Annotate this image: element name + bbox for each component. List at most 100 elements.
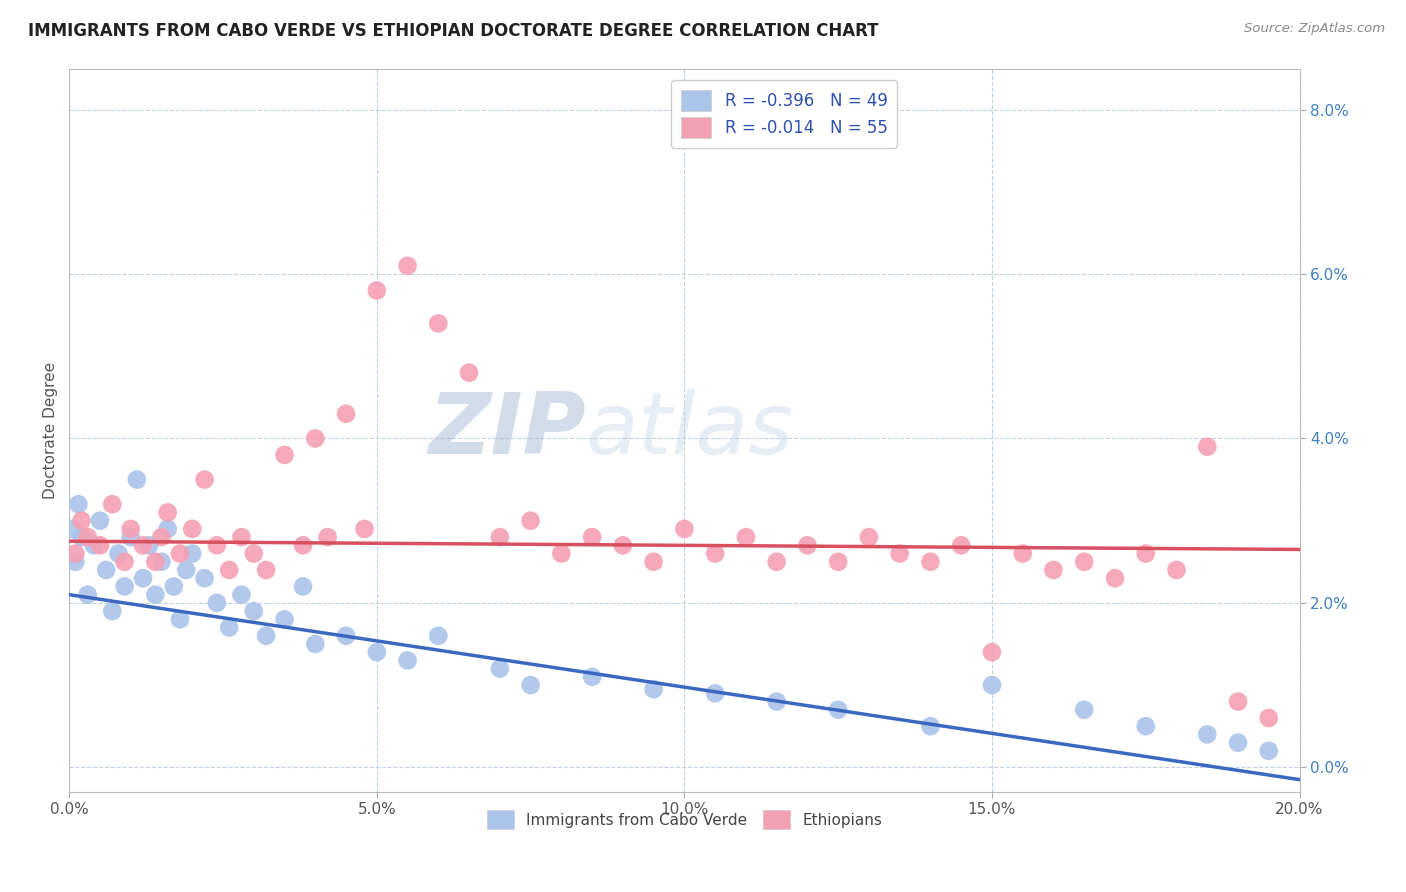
- Y-axis label: Doctorate Degree: Doctorate Degree: [44, 361, 58, 499]
- Point: [981, 678, 1004, 692]
- Point: [1042, 563, 1064, 577]
- Point: [76, 588, 98, 602]
- Point: [1227, 694, 1250, 708]
- Point: [827, 703, 849, 717]
- Point: [132, 538, 155, 552]
- Point: [114, 579, 136, 593]
- Point: [796, 538, 818, 552]
- Point: [70, 514, 93, 528]
- Point: [205, 538, 228, 552]
- Point: [304, 637, 326, 651]
- Point: [181, 547, 204, 561]
- Point: [163, 579, 186, 593]
- Point: [920, 719, 942, 733]
- Point: [70, 530, 93, 544]
- Point: [231, 530, 253, 544]
- Point: [396, 259, 419, 273]
- Point: [94, 563, 117, 577]
- Point: [396, 653, 419, 667]
- Point: [291, 579, 314, 593]
- Point: [335, 407, 357, 421]
- Point: [950, 538, 973, 552]
- Point: [231, 588, 253, 602]
- Text: ZIP: ZIP: [429, 389, 586, 472]
- Point: [67, 497, 90, 511]
- Text: IMMIGRANTS FROM CABO VERDE VS ETHIOPIAN DOCTORATE DEGREE CORRELATION CHART: IMMIGRANTS FROM CABO VERDE VS ETHIOPIAN …: [28, 22, 879, 40]
- Point: [489, 530, 512, 544]
- Point: [427, 317, 450, 331]
- Point: [156, 505, 179, 519]
- Point: [643, 682, 665, 697]
- Point: [150, 555, 173, 569]
- Point: [120, 522, 142, 536]
- Point: [242, 547, 264, 561]
- Point: [1257, 711, 1279, 725]
- Point: [291, 538, 314, 552]
- Point: [353, 522, 375, 536]
- Point: [1257, 744, 1279, 758]
- Point: [1104, 571, 1126, 585]
- Point: [89, 538, 111, 552]
- Point: [1135, 547, 1157, 561]
- Point: [981, 645, 1004, 659]
- Point: [316, 530, 339, 544]
- Point: [1197, 440, 1219, 454]
- Point: [273, 448, 295, 462]
- Point: [827, 555, 849, 569]
- Point: [150, 530, 173, 544]
- Point: [920, 555, 942, 569]
- Point: [550, 547, 572, 561]
- Point: [427, 629, 450, 643]
- Point: [60, 522, 83, 536]
- Point: [304, 432, 326, 446]
- Point: [107, 547, 129, 561]
- Point: [125, 473, 148, 487]
- Point: [254, 563, 277, 577]
- Point: [169, 547, 191, 561]
- Point: [366, 284, 388, 298]
- Point: [1073, 555, 1095, 569]
- Point: [65, 547, 87, 561]
- Point: [143, 555, 166, 569]
- Point: [254, 629, 277, 643]
- Legend: Immigrants from Cabo Verde, Ethiopians: Immigrants from Cabo Verde, Ethiopians: [481, 804, 889, 835]
- Point: [581, 530, 603, 544]
- Point: [218, 563, 240, 577]
- Point: [273, 612, 295, 626]
- Point: [1011, 547, 1033, 561]
- Point: [366, 645, 388, 659]
- Point: [120, 530, 142, 544]
- Point: [612, 538, 634, 552]
- Point: [114, 555, 136, 569]
- Point: [1073, 703, 1095, 717]
- Text: Source: ZipAtlas.com: Source: ZipAtlas.com: [1244, 22, 1385, 36]
- Point: [205, 596, 228, 610]
- Point: [138, 538, 160, 552]
- Point: [489, 662, 512, 676]
- Point: [858, 530, 880, 544]
- Point: [132, 571, 155, 585]
- Point: [765, 694, 787, 708]
- Point: [101, 497, 124, 511]
- Point: [89, 514, 111, 528]
- Point: [673, 522, 696, 536]
- Point: [735, 530, 758, 544]
- Point: [704, 547, 727, 561]
- Point: [156, 522, 179, 536]
- Point: [1166, 563, 1188, 577]
- Point: [458, 366, 481, 380]
- Point: [765, 555, 787, 569]
- Point: [65, 555, 87, 569]
- Point: [101, 604, 124, 618]
- Point: [169, 612, 191, 626]
- Point: [335, 629, 357, 643]
- Point: [218, 621, 240, 635]
- Point: [1227, 736, 1250, 750]
- Point: [519, 514, 541, 528]
- Point: [581, 670, 603, 684]
- Point: [181, 522, 204, 536]
- Point: [643, 555, 665, 569]
- Point: [889, 547, 911, 561]
- Point: [704, 686, 727, 700]
- Point: [242, 604, 264, 618]
